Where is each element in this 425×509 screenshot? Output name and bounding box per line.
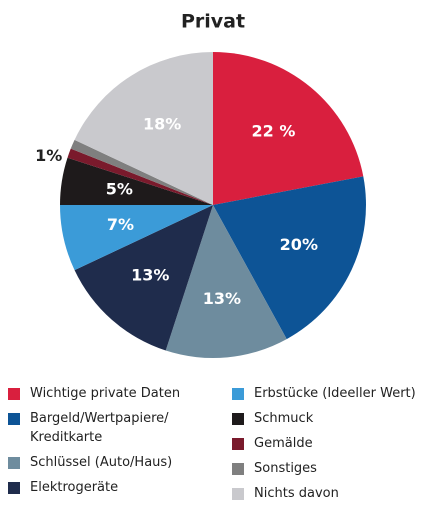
data-label: 22 %	[252, 121, 296, 140]
legend-swatch	[232, 438, 244, 450]
pie-slice	[60, 205, 213, 271]
pie-slice	[74, 52, 213, 205]
legend: Wichtige private Daten Bargeld/Wertpapier…	[0, 384, 425, 509]
pie-slice	[70, 139, 213, 205]
legend-column: Erbstücke (Ideeller Wert) Schmuck Gemälde S…	[232, 384, 419, 509]
legend-label: Elektrogeräte	[30, 480, 119, 495]
pie-slice	[60, 157, 213, 205]
data-label: 18%	[143, 114, 181, 133]
legend-label: Schlüssel (Auto/Haus)	[30, 455, 173, 470]
legend-item: Sonstiges	[232, 459, 419, 478]
chart: Privat 22 % 20% 13% 13% 7% 5% 1% 18%	[35, 11, 366, 359]
legend-swatch	[232, 488, 244, 500]
legend-item: Gemälde	[232, 434, 419, 453]
legend-item: Erbstücke (Ideeller Wert)	[232, 384, 419, 403]
pie-slice	[213, 176, 366, 340]
legend-item: Schlüssel (Auto/Haus)	[8, 453, 195, 472]
pie-slice	[213, 52, 364, 205]
data-label: 5%	[106, 180, 133, 199]
legend-label: Gemälde	[254, 436, 313, 451]
legend-label: Nichts davon	[254, 486, 339, 501]
data-label: 13%	[203, 289, 241, 308]
legend-swatch	[8, 413, 20, 425]
data-label: 1%	[35, 146, 62, 165]
legend-label: Erbstücke (Ideeller Wert)	[254, 386, 416, 401]
legend-swatch	[232, 413, 244, 425]
data-label: 20%	[280, 235, 318, 254]
legend-item: Wichtige private Daten	[8, 384, 195, 403]
legend-item: Elektrogeräte	[8, 478, 195, 497]
legend-item: Nichts davon	[232, 484, 419, 503]
legend-swatch	[232, 388, 244, 400]
legend-swatch	[8, 482, 20, 494]
legend-item: Bargeld/Wertpapiere/ Kreditkarte	[8, 409, 195, 447]
data-label: 7%	[107, 215, 134, 234]
legend-label: Wichtige private Daten	[30, 386, 181, 401]
legend-label: Schmuck	[254, 411, 314, 426]
legend-swatch	[8, 388, 20, 400]
pie-slice	[74, 205, 213, 351]
legend-label: Sonstiges	[254, 461, 317, 476]
legend-swatch	[232, 463, 244, 475]
legend-label: Bargeld/Wertpapiere/ Kreditkarte	[30, 411, 169, 445]
chart-title: Privat	[181, 11, 245, 33]
pie-slice	[165, 205, 287, 359]
legend-item: Schmuck	[232, 409, 419, 428]
data-label: 13%	[131, 266, 169, 285]
legend-column: Wichtige private Daten Bargeld/Wertpapier…	[8, 384, 195, 503]
pie-slice	[67, 148, 214, 205]
legend-swatch	[8, 457, 20, 469]
